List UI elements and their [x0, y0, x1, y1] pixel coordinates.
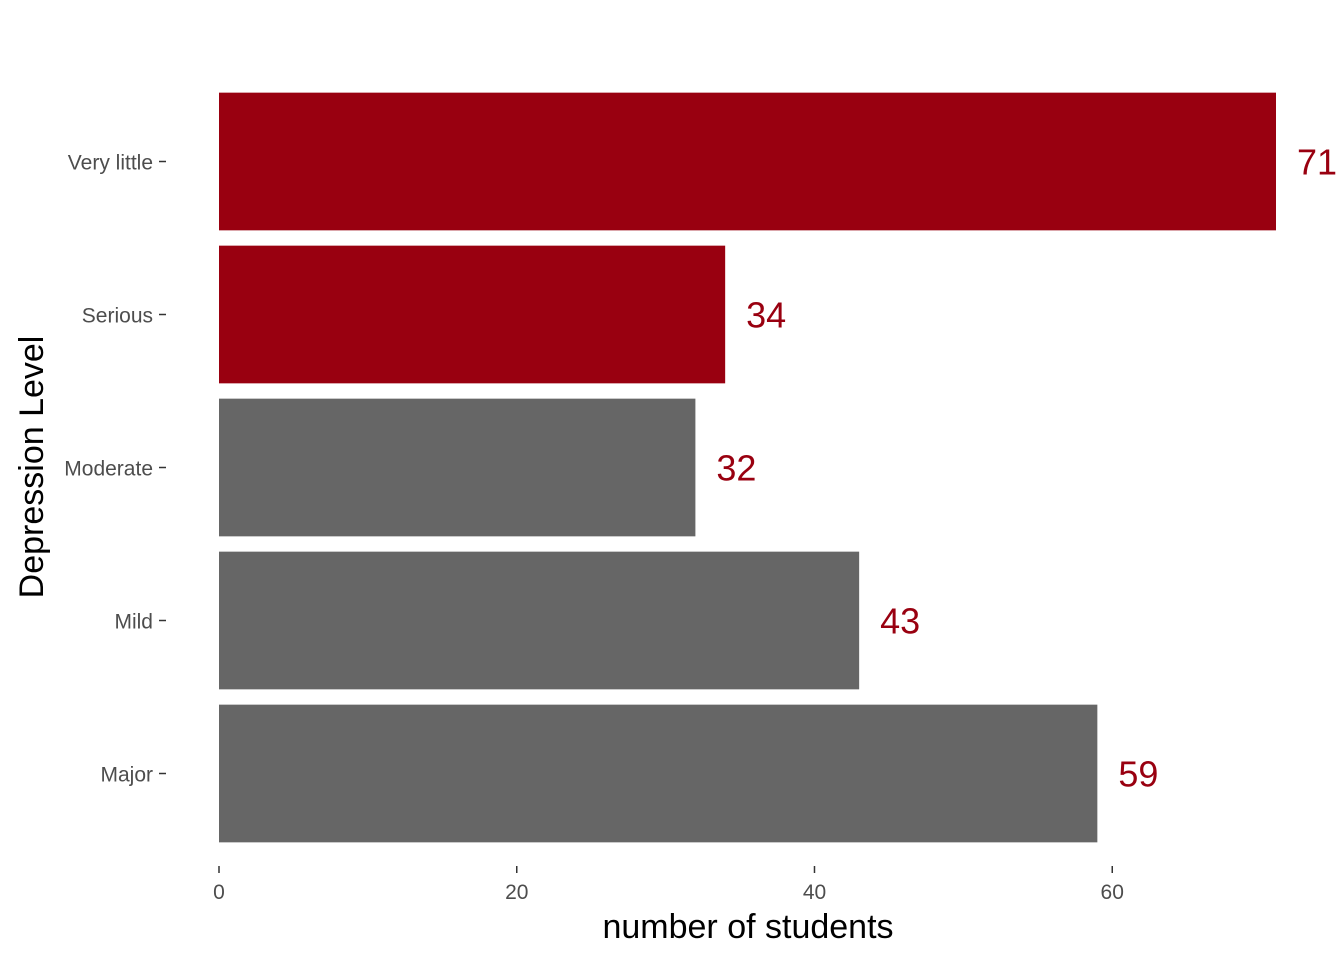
value-label: 71: [1297, 142, 1337, 183]
y-axis-title: Depression Level: [13, 336, 51, 599]
x-tick-label: 60: [1101, 881, 1124, 904]
y-axis: Very little Serious Moderate Mild Major: [64, 152, 166, 787]
y-tick-label: Moderate: [64, 458, 153, 481]
y-tick-label: Major: [100, 764, 153, 787]
value-labels-group: 71 34 32 43 59: [716, 142, 1337, 795]
y-tick-label: Serious: [82, 305, 153, 328]
bar-serious: [219, 245, 726, 384]
bar-moderate: [219, 398, 696, 537]
value-label: 34: [746, 295, 786, 336]
x-axis-title: number of students: [602, 908, 893, 946]
bar-very-little: [219, 92, 1276, 231]
value-label: 32: [716, 448, 756, 489]
bar-mild: [219, 551, 860, 690]
x-tick-label: 0: [213, 881, 225, 904]
bars-group: [219, 92, 1276, 843]
x-tick-label: 40: [803, 881, 826, 904]
value-label: 43: [880, 601, 920, 642]
y-tick-label: Very little: [68, 152, 153, 175]
x-axis: 0 20 40 60: [213, 866, 1124, 904]
y-tick-label: Mild: [114, 611, 153, 634]
value-label: 59: [1118, 754, 1158, 795]
x-tick-label: 20: [505, 881, 528, 904]
bar-major: [219, 704, 1098, 843]
